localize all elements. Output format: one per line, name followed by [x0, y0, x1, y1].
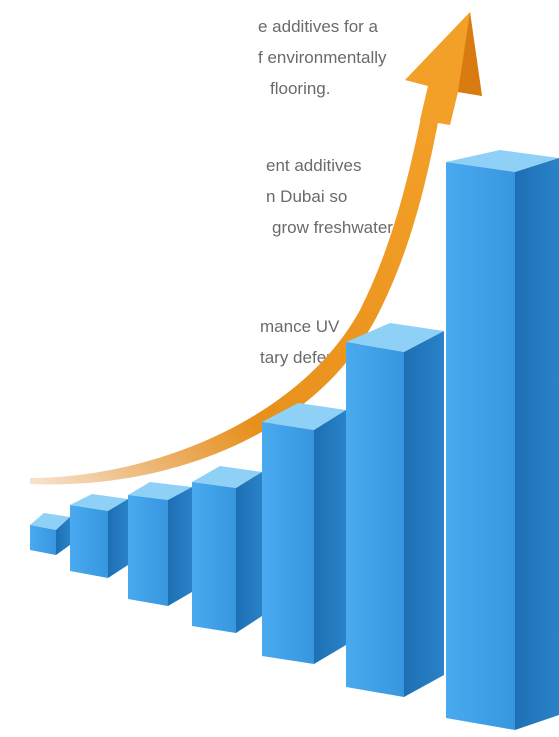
bar-2: [70, 494, 128, 578]
paragraph-3-line-1: mance UV: [260, 317, 340, 336]
paragraph-1: e additives for a f environmentally floo…: [258, 11, 387, 104]
bar-4: [192, 466, 262, 633]
bars: [30, 150, 559, 730]
paragraph-2-line-3: grow freshwater: [272, 218, 393, 237]
bar-3: [128, 482, 192, 606]
paragraph-2: ent additives n Dubai so grow freshwater: [266, 150, 393, 243]
paragraph-1-line-3: flooring.: [270, 79, 331, 98]
paragraph-1-line-2: f environmentally: [258, 48, 387, 67]
bar-6: [346, 323, 444, 697]
arrow-icon: [30, 12, 482, 485]
paragraph-1-line-1: e additives for a: [258, 17, 379, 36]
paragraph-2-line-2: n Dubai so: [266, 187, 348, 206]
paragraph-2-line-1: ent additives: [266, 156, 362, 175]
bar-7: [446, 150, 559, 730]
bar-5: [262, 403, 346, 664]
bar-1: [30, 513, 70, 555]
